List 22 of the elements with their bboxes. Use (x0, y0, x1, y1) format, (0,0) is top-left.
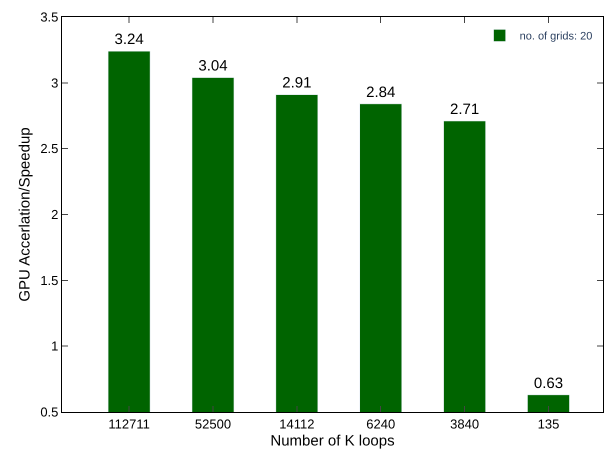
data-label: 3.04 (198, 58, 228, 75)
y-tick-label: 2.5 (40, 141, 58, 156)
legend-label: no. of grids: 20 (520, 30, 592, 43)
data-label: 2.84 (366, 84, 396, 101)
x-tick-label: 6240 (366, 416, 396, 432)
y-tick-label: 3 (51, 75, 58, 90)
x-tick-label: 3840 (450, 416, 480, 432)
data-label: 2.91 (282, 74, 312, 92)
x-tick-label: 52500 (194, 416, 232, 432)
x-axis-title: Number of K loops (270, 432, 395, 450)
y-tick-label: 1 (51, 338, 58, 354)
x-tick-label: 14112 (279, 416, 314, 432)
y-tick-label: 0.5 (40, 404, 58, 420)
y-tick-label: 2 (51, 207, 58, 222)
y-tick-label: 3.5 (40, 10, 58, 25)
data-label: 0.63 (534, 374, 564, 392)
data-label: 3.24 (114, 31, 144, 48)
x-tick-label: 112711 (108, 416, 150, 432)
y-axis-title: GPU Accerlation/Speedup (16, 127, 34, 302)
x-tick-label: 135 (538, 416, 560, 432)
y-tick-label: 1.5 (40, 272, 58, 288)
data-label: 2.71 (450, 101, 480, 118)
